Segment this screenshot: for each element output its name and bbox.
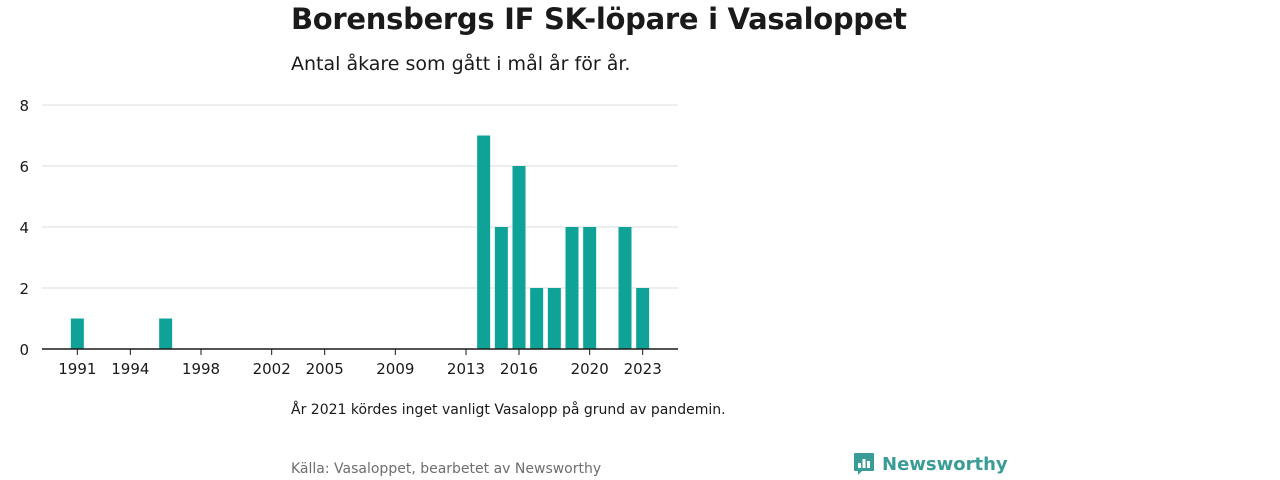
y-tick-label: 0 (19, 341, 29, 359)
chart-title: Borensbergs IF SK-löpare i Vasaloppet (291, 2, 907, 36)
y-tick-label: 8 (19, 97, 29, 115)
brand-name: Newsworthy (882, 453, 1008, 475)
bar (618, 227, 632, 349)
bar-chart: 0 2 4 6 8 1991 1994 1998 2002 2005 2009 2013 2016 202… (19, 97, 678, 378)
x-tick-label: 2013 (447, 360, 485, 378)
x-tick-label: 1998 (182, 360, 220, 378)
bar (530, 288, 544, 349)
x-tick-label: 2020 (571, 360, 609, 378)
y-tick-label: 4 (19, 219, 29, 237)
x-tick-label: 2005 (306, 360, 344, 378)
bar (583, 227, 597, 349)
bar (477, 135, 491, 349)
bar (494, 227, 508, 349)
bar (159, 318, 173, 349)
bar (512, 166, 526, 349)
chart-container: Borensbergs IF SK-löpare i Vasaloppet An… (291, 0, 1008, 480)
x-tick-label: 2009 (376, 360, 414, 378)
newsworthy-logo[interactable]: Newsworthy (853, 452, 1008, 476)
x-tick-label: 1994 (111, 360, 149, 378)
x-tick-label: 2002 (253, 360, 291, 378)
bar (547, 288, 561, 349)
chart-subtitle: Antal åkare som gått i mål år för år. (291, 53, 631, 75)
y-tick-label: 2 (19, 280, 29, 298)
bar (636, 288, 650, 349)
source-text: Källa: Vasaloppet, bearbetet av Newswort… (291, 461, 602, 477)
y-tick-label: 6 (19, 158, 29, 176)
x-tick-label: 2023 (624, 360, 662, 378)
bar (70, 318, 84, 349)
x-tick-label: 1991 (58, 360, 96, 378)
x-tick-label: 2016 (500, 360, 538, 378)
newsworthy-icon (854, 453, 874, 475)
bar (565, 227, 579, 349)
chart-note: År 2021 kördes inget vanligt Vasalopp på… (291, 402, 726, 418)
